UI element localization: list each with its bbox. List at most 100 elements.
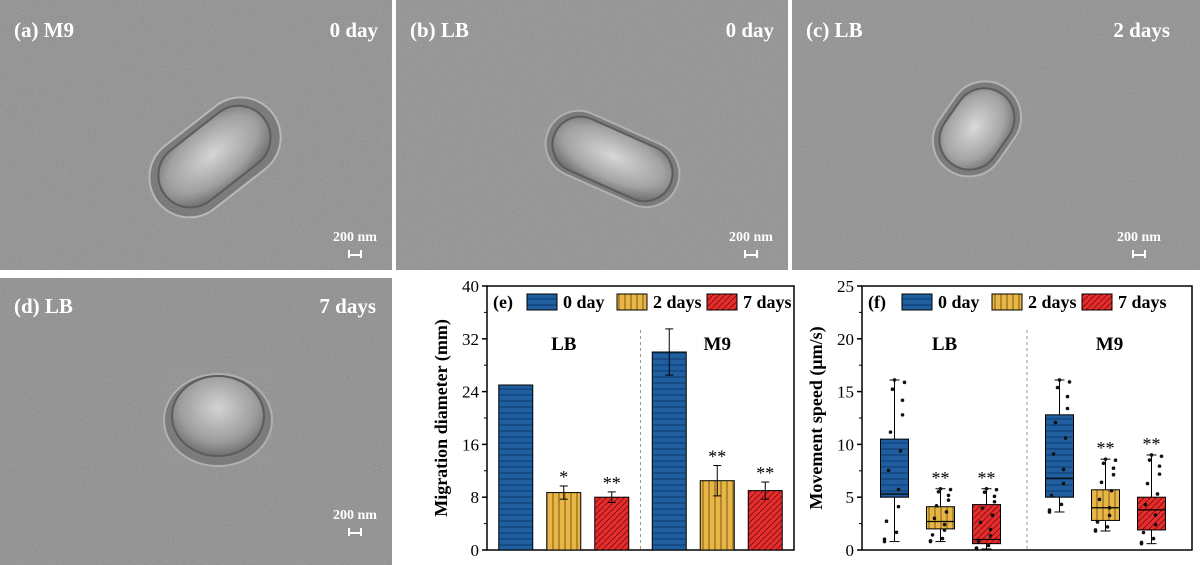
panel-label-a: (a) M9: [14, 18, 75, 42]
sem-image-b: [396, 0, 788, 270]
scale-bar-icon: [348, 528, 362, 538]
time-label-c: 2 days: [1113, 18, 1170, 42]
data-point: [898, 449, 903, 453]
legend-swatch: [526, 293, 558, 311]
data-point: [896, 487, 901, 492]
data-point: [882, 537, 887, 542]
data-point: [1063, 436, 1068, 440]
panel-label: (f): [868, 292, 886, 313]
data-point: [928, 538, 933, 543]
data-point: [1055, 385, 1060, 390]
legend-swatch: [616, 293, 648, 311]
data-point: [1059, 502, 1064, 507]
significance-mark: **: [708, 447, 726, 467]
data-point: [942, 522, 947, 527]
sem-image-c: [792, 0, 1200, 270]
sem-panel-d: (d) LB 7 days 200 nm: [0, 278, 392, 565]
group-label: M9: [1096, 334, 1123, 355]
data-point: [1145, 481, 1150, 486]
group-label: M9: [704, 334, 731, 355]
data-point: [892, 378, 897, 382]
data-point: [994, 487, 999, 492]
time-label-a: 0 day: [329, 18, 378, 42]
data-point: [1153, 513, 1158, 517]
data-point: [1053, 420, 1058, 425]
data-point: [1049, 493, 1054, 498]
scale-bar-icon: [1132, 250, 1146, 260]
data-point: [1111, 466, 1116, 471]
data-point: [888, 430, 893, 434]
significance-mark: **: [603, 473, 621, 493]
data-point: [944, 510, 949, 514]
time-label-b: 0 day: [725, 18, 774, 42]
data-point: [986, 543, 991, 548]
data-point: [1149, 453, 1154, 457]
panel-label-b: (b) LB: [410, 18, 469, 42]
scale-bar-b: 200 nm: [716, 230, 786, 260]
data-point: [1107, 513, 1112, 518]
data-point: [1097, 497, 1102, 502]
movement-speed-chart: 0 5 10 15 20 25 Movement speed (μm/s) LB M9 (f) 0 …: [806, 278, 1193, 560]
significance-mark: **: [1097, 438, 1115, 458]
legend-label: 0 day: [938, 292, 980, 312]
significance-mark: *: [559, 467, 568, 487]
data-point: [1113, 458, 1118, 463]
box: [1137, 496, 1166, 531]
data-point: [890, 387, 895, 392]
data-point: [976, 539, 981, 544]
data-point: [1155, 492, 1160, 496]
data-point: [1061, 467, 1066, 472]
data-point: [980, 506, 985, 510]
legend-label: 0 day: [563, 292, 605, 312]
data-point: [1057, 378, 1062, 382]
y-tick-label: 24: [462, 383, 480, 402]
y-tick-label: 32: [462, 330, 479, 349]
data-point: [886, 468, 891, 473]
data-point: [1147, 458, 1152, 462]
time-label-d: 7 days: [319, 294, 376, 318]
panel-label-d: (d) LB: [14, 294, 73, 318]
sem-panel-c: (c) LB 2 days 200 nm: [792, 0, 1200, 270]
scale-label-a: 200 nm: [333, 230, 377, 245]
panel-label: (e): [493, 292, 513, 313]
significance-mark: **: [1143, 434, 1161, 454]
data-point: [946, 498, 951, 502]
data-point: [896, 504, 901, 509]
data-point: [894, 530, 899, 535]
scale-label-c: 200 nm: [1117, 230, 1161, 245]
legend-label: 2 days: [653, 292, 702, 312]
scale-bar-icon: [744, 250, 758, 260]
data-point: [946, 493, 951, 498]
data-point: [1065, 394, 1070, 399]
significance-mark: **: [932, 468, 950, 488]
group-label: LB: [551, 334, 577, 355]
data-point: [1109, 488, 1114, 493]
data-point: [1067, 380, 1072, 384]
data-point: [990, 513, 995, 518]
y-tick-label: 8: [471, 488, 480, 507]
y-tick-label: 20: [837, 330, 854, 349]
data-point: [930, 533, 935, 537]
y-axis-label: Migration diameter (mm): [431, 319, 452, 517]
legend-label: 7 days: [1118, 292, 1167, 312]
data-point: [1065, 406, 1070, 411]
data-point: [1139, 540, 1144, 545]
data-point: [934, 503, 939, 508]
panel-label-c: (c) LB: [806, 18, 863, 42]
y-tick-label: 40: [462, 278, 479, 296]
y-tick-label: 15: [837, 383, 854, 402]
data-point: [1141, 530, 1146, 535]
box: [880, 438, 909, 498]
migration-diameter-chart: 0 8 16 24 32 40 Migration diameter (mm) LB M9 (e)…: [431, 278, 795, 560]
data-point: [942, 528, 947, 532]
data-point: [1107, 506, 1112, 510]
legend-swatch: [706, 293, 738, 311]
y-tick-label: 25: [837, 278, 854, 296]
legend-swatch: [901, 293, 933, 311]
scale-bar-a: 200 nm: [320, 230, 390, 260]
legend-swatch: [1081, 293, 1113, 311]
group-label: LB: [932, 334, 958, 355]
data-point: [1103, 457, 1108, 461]
data-point: [992, 499, 997, 504]
legend-label: 7 days: [743, 292, 792, 312]
